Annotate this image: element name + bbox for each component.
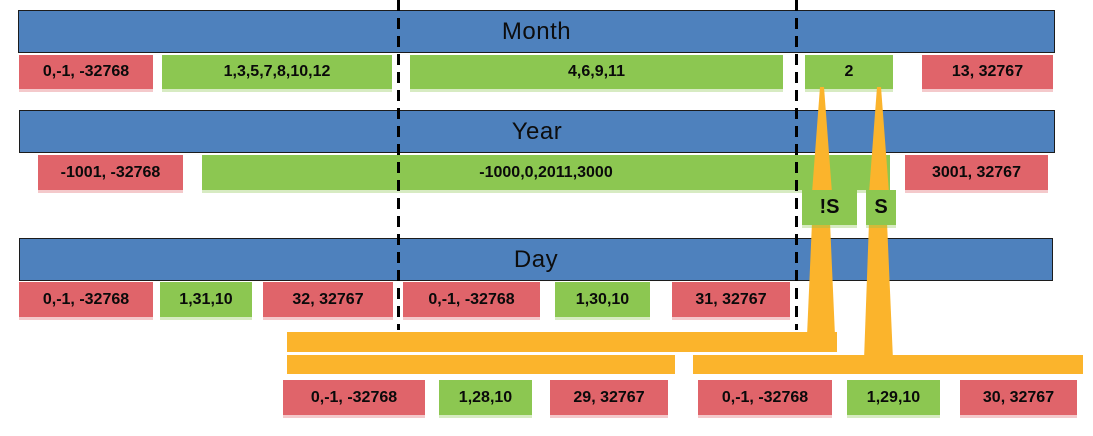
- day-invalid-low-label-2: 0,-1, -32768: [428, 290, 515, 308]
- leap-flag-label: S: [874, 196, 888, 218]
- day-valid-1-31-label: 1,31,10: [179, 290, 233, 308]
- month-valid-february-label: 2: [844, 63, 854, 80]
- year-valid-label: -1000,0,2011,3000: [479, 163, 613, 181]
- day-invalid-32-label: 32, 32767: [292, 290, 364, 308]
- day-bar-title: Day: [513, 245, 559, 273]
- day-invalid-31-box: 31, 32767: [672, 282, 790, 317]
- feb-nonleap-invalid-low-label: 0,-1, -32768: [310, 388, 398, 406]
- year-invalid-high-box: 3001, 32767: [905, 155, 1048, 190]
- leap-flag-box: S: [866, 190, 896, 225]
- month-bar: Month: [18, 10, 1055, 53]
- day-invalid-low-label: 0,-1, -32768: [42, 290, 130, 308]
- year-bar-title: Year: [511, 117, 563, 145]
- month-valid-31day-box: 1,3,5,7,8,10,12: [162, 55, 392, 89]
- year-valid-box: -1000,0,2011,3000: [202, 155, 890, 190]
- rail-february-nonleap: [287, 332, 837, 352]
- rail-february-leap-right: [693, 355, 1083, 374]
- year-bar: Year: [19, 110, 1055, 153]
- feb-nonleap-invalid-29-label: 29, 32767: [573, 388, 645, 406]
- month-bar-title: Month: [501, 17, 572, 45]
- month-invalid-high-label: 13, 32767: [951, 63, 1024, 80]
- not-leap-flag-label: !S: [819, 196, 840, 218]
- month-valid-31day-label: 1,3,5,7,8,10,12: [223, 63, 331, 80]
- day-valid-1-31-box: 1,31,10: [160, 282, 252, 317]
- feb-leap-valid-1-29-label: 1,29,10: [866, 388, 921, 406]
- month-valid-30day-box: 4,6,9,11: [410, 55, 783, 89]
- feb-nonleap-invalid-low-box: 0,-1, -32768: [283, 380, 425, 415]
- day-invalid-31-label: 31, 32767: [695, 290, 767, 308]
- year-invalid-low-label: -1001, -32768: [60, 163, 161, 181]
- day-valid-1-30-box: 1,30,10: [555, 282, 650, 317]
- day-invalid-32-box: 32, 32767: [263, 282, 393, 317]
- month-valid-february-box: 2: [805, 55, 893, 89]
- not-leap-flag-box: !S: [802, 190, 857, 225]
- year-invalid-low-box: -1001, -32768: [38, 155, 183, 190]
- day-bar: Day: [19, 238, 1053, 281]
- month-invalid-low-label: 0,-1, -32768: [42, 63, 130, 80]
- feb-nonleap-valid-1-28-label: 1,28,10: [458, 388, 513, 406]
- day-valid-1-30-label: 1,30,10: [575, 290, 630, 308]
- month-valid-30day-label: 4,6,9,11: [568, 63, 625, 80]
- year-invalid-high-label: 3001, 32767: [932, 163, 1021, 181]
- partition-divider-right: [795, 0, 798, 330]
- feb-nonleap-valid-1-28-box: 1,28,10: [439, 380, 532, 415]
- feb-leap-invalid-low-box: 0,-1, -32768: [698, 380, 832, 415]
- partition-divider-left: [397, 0, 400, 330]
- feb-leap-valid-1-29-box: 1,29,10: [847, 380, 940, 415]
- feb-leap-invalid-low-label: 0,-1, -32768: [721, 388, 809, 406]
- month-invalid-low-box: 0,-1, -32768: [19, 55, 153, 89]
- day-invalid-low-box-2: 0,-1, -32768: [403, 282, 540, 317]
- day-invalid-low-box: 0,-1, -32768: [19, 282, 153, 317]
- feb-nonleap-invalid-29-box: 29, 32767: [550, 380, 668, 415]
- rail-february-leap-left: [287, 355, 675, 374]
- feb-leap-invalid-30-box: 30, 32767: [960, 380, 1077, 415]
- feb-leap-invalid-30-label: 30, 32767: [982, 388, 1055, 406]
- month-invalid-high-box: 13, 32767: [922, 55, 1053, 89]
